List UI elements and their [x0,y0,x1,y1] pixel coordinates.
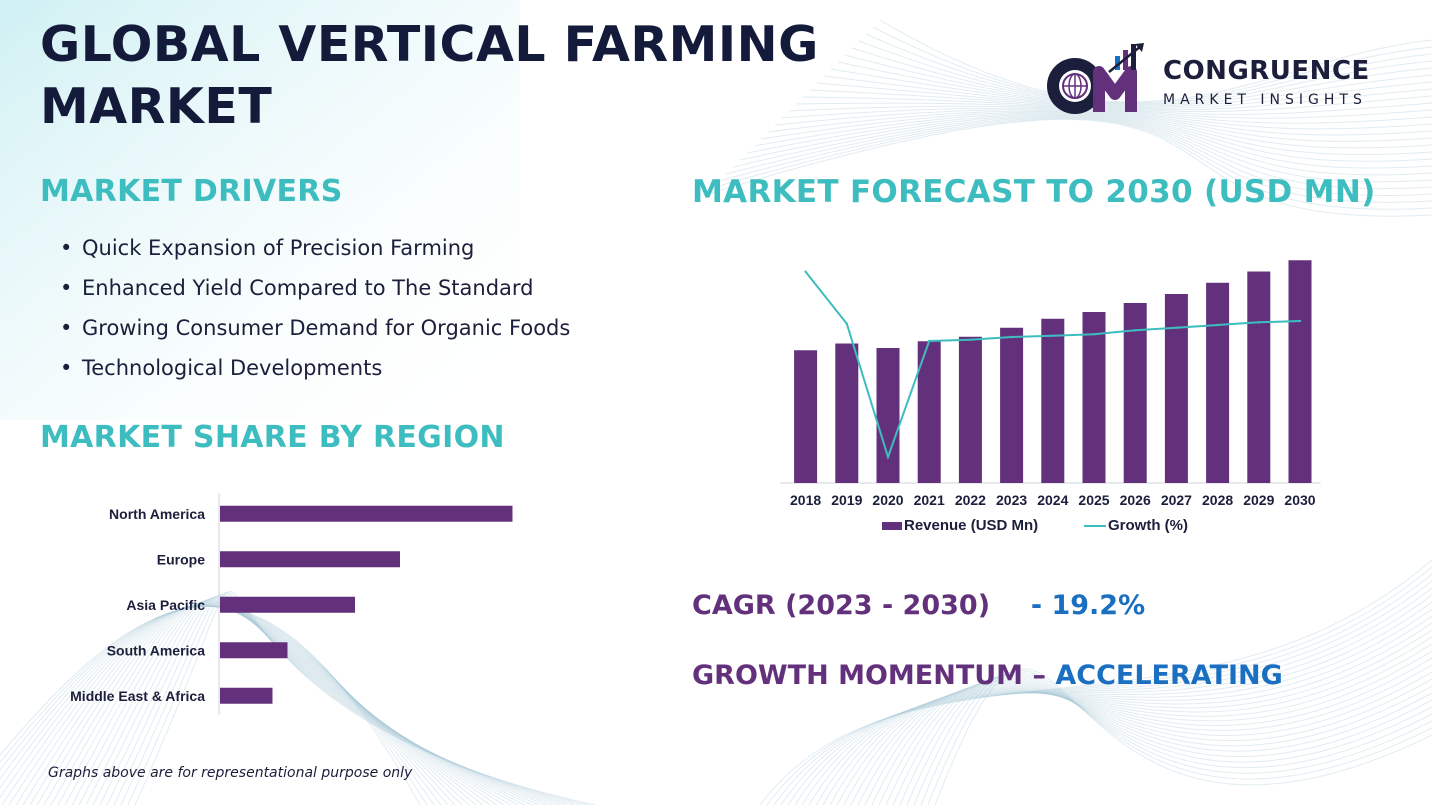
region-bar [220,505,513,522]
footnote: Graphs above are for representational pu… [48,765,413,781]
wave-line [913,673,1432,805]
region-bar [220,687,273,704]
revenue-bar [917,341,941,483]
region-label: North America [109,506,205,522]
growth-point [1134,329,1137,332]
momentum-value: ACCELERATING [1055,660,1283,691]
year-tick-label: 2022 [955,492,986,508]
logo-mark [1047,43,1144,114]
company-logo: CONGRUENCE MARKET INSIGHTS [1045,42,1395,122]
wave-line [801,601,1432,805]
year-tick-label: 2024 [1037,492,1068,508]
year-tick-label: 2021 [914,492,945,508]
wave-line [871,671,1432,805]
growth-point [1175,326,1178,329]
bullet-icon: • [60,276,73,300]
growth-point [886,455,890,459]
region-bar-chart: North America Europe Asia Pacific South Ame… [70,493,513,715]
bullet-icon: • [60,236,73,260]
region-label: South America [107,642,205,658]
year-tick-label: 2018 [790,492,821,508]
legend-growth-label: Growth (%) [1108,517,1188,534]
driver-text: Growing Consumer Demand for Organic Food… [82,316,571,340]
region-label: Middle East & Africa [70,688,205,704]
driver-text: Enhanced Yield Compared to The Standard [82,276,534,300]
revenue-bar [1082,312,1106,483]
growth-point [845,322,848,325]
logo-name: CONGRUENCE [1163,56,1370,86]
driver-item: • Growing Consumer Demand for Organic Foo… [60,308,570,348]
wave-line [808,608,1432,805]
driver-text: Quick Expansion of Precision Farming [82,236,475,260]
revenue-bar [1041,318,1065,483]
market-share-heading: MARKET SHARE BY REGION [40,420,505,455]
wave-line [899,676,1432,805]
cagr-stat: CAGR (2023 - 2030) - 19.2% [692,590,1145,621]
revenue-bar [1164,294,1188,483]
legend-revenue-label: Revenue (USD Mn) [904,517,1038,534]
market-forecast-heading: MARKET FORECAST TO 2030 (USD MN) [692,174,1376,210]
page-title: GLOBAL VERTICAL FARMING MARKET [40,14,860,138]
bullet-icon: • [60,356,73,380]
year-tick-label: 2027 [1161,492,1192,508]
growth-point [1216,323,1219,327]
wave-line [815,615,1432,805]
wave-line [906,674,1432,805]
driver-item: • Quick Expansion of Precision Farming [60,228,570,268]
title-line-2: MARKET [40,78,273,135]
region-bar [220,551,400,568]
wave-line [892,677,1432,805]
growth-point [1051,334,1054,337]
wave-line [794,594,1432,805]
market-drivers-heading: MARKET DRIVERS [40,174,343,209]
cagr-label: CAGR (2023 - 2030) [692,590,991,621]
forecast-combo-chart: 2018 2019 2020 2021 2022 2023 2024 2025 2026 2027… [780,260,1321,534]
driver-item: • Enhanced Yield Compared to The Standard [60,268,570,308]
revenue-bar [1123,303,1147,483]
growth-point [928,339,931,343]
growth-point [1257,321,1260,324]
bullet-icon: • [60,316,73,340]
region-label: Europe [157,551,205,567]
revenue-bar [1000,327,1024,483]
year-tick-label: 2019 [831,492,862,508]
growth-momentum-stat: GROWTH MOMENTUM – ACCELERATING [692,660,1283,691]
title-line-1: GLOBAL VERTICAL FARMING [40,16,819,73]
growth-point [1010,335,1013,339]
revenue-bar [1206,282,1230,483]
region-bar [220,596,355,613]
momentum-label: GROWTH MOMENTUM – [692,660,1046,691]
revenue-bar [1247,271,1271,483]
driver-item: • Technological Developments [60,348,570,388]
growth-point [1298,319,1302,323]
year-tick-label: 2028 [1202,492,1233,508]
growth-point [804,270,807,273]
revenue-bar [835,343,859,483]
revenue-bar [794,350,818,483]
year-tick-label: 2023 [996,492,1027,508]
region-bar [220,642,288,659]
cagr-value: - 19.2% [1030,590,1146,621]
revenue-bar [876,348,900,483]
driver-text: Technological Developments [82,356,383,380]
growth-point [1092,333,1096,336]
revenue-bar [958,336,982,483]
wave-line [878,678,1432,805]
growth-point [969,338,972,341]
wave-line [829,629,1432,805]
market-drivers-list: • Quick Expansion of Precision Farming • E… [60,228,570,388]
revenue-bar [1288,260,1312,483]
year-tick-label: 2029 [1243,492,1274,508]
wave-line [822,622,1432,805]
year-tick-label: 2025 [1078,492,1109,508]
year-tick-label: 2020 [872,492,903,508]
wave-line [885,679,1432,805]
legend-revenue-swatch [882,522,902,530]
wave-line [920,671,1432,805]
year-tick-label: 2026 [1120,492,1151,508]
logo-subtitle: MARKET INSIGHTS [1163,92,1367,108]
region-label: Asia Pacific [126,597,205,613]
year-tick-label: 2030 [1284,492,1315,508]
